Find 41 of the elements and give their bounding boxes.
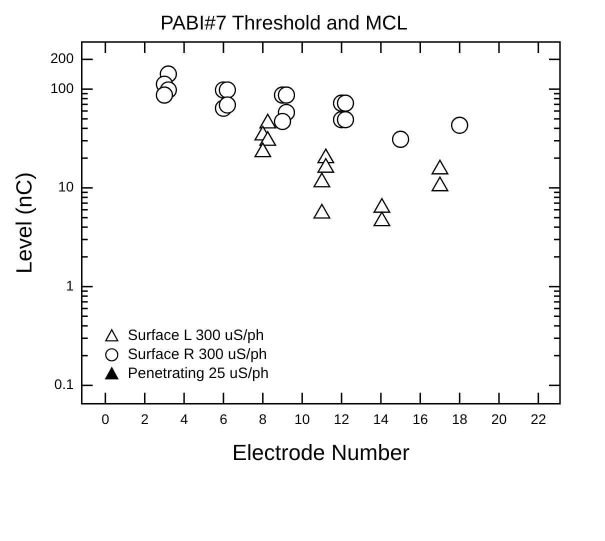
x-tick-label: 0 — [101, 411, 110, 428]
y-tick-label: 100 — [50, 80, 74, 96]
point — [432, 160, 448, 174]
point — [278, 86, 296, 104]
x-tick-label: 2 — [140, 411, 149, 428]
point — [317, 158, 334, 173]
y-tick-label: 1 — [66, 277, 74, 294]
point — [450, 116, 468, 134]
point — [156, 86, 174, 104]
legend-label: Surface L 300 uS/ph — [128, 326, 264, 344]
point — [218, 96, 236, 114]
x-axis-title: Electrode Number — [232, 440, 410, 465]
x-tick-label: 18 — [452, 411, 468, 428]
point — [373, 198, 390, 213]
point — [432, 176, 448, 192]
point — [336, 94, 354, 112]
x-tick-label: 16 — [412, 411, 428, 428]
y-axis-title: Level (nC) — [11, 172, 36, 274]
point — [274, 112, 292, 130]
legend-label: Surface R 300 uS/ph — [128, 346, 268, 363]
point — [254, 142, 272, 158]
point — [313, 172, 330, 188]
x-tick-label: 4 — [180, 411, 188, 428]
x-tick-label: 6 — [220, 411, 228, 428]
x-tick-label: 8 — [258, 411, 267, 428]
x-tick-label: 22 — [530, 411, 546, 428]
point — [392, 130, 410, 148]
x-tick-label: 12 — [334, 411, 350, 428]
point — [218, 81, 236, 99]
y-tick-label: 10 — [58, 178, 74, 195]
legend-label: Penetrating 25 uS/ph — [128, 364, 269, 382]
point — [373, 212, 390, 226]
y-tick-label: 0.1 — [54, 376, 74, 392]
point — [259, 131, 276, 146]
x-tick-label: 14 — [373, 411, 389, 428]
x-tick-label: 20 — [491, 411, 507, 428]
point — [336, 111, 354, 128]
x-tick-label: 10 — [294, 411, 310, 428]
y-tick-label: 200 — [50, 50, 74, 66]
point — [313, 204, 330, 219]
chart-title: PABI#7 Threshold and MCL — [160, 12, 408, 35]
